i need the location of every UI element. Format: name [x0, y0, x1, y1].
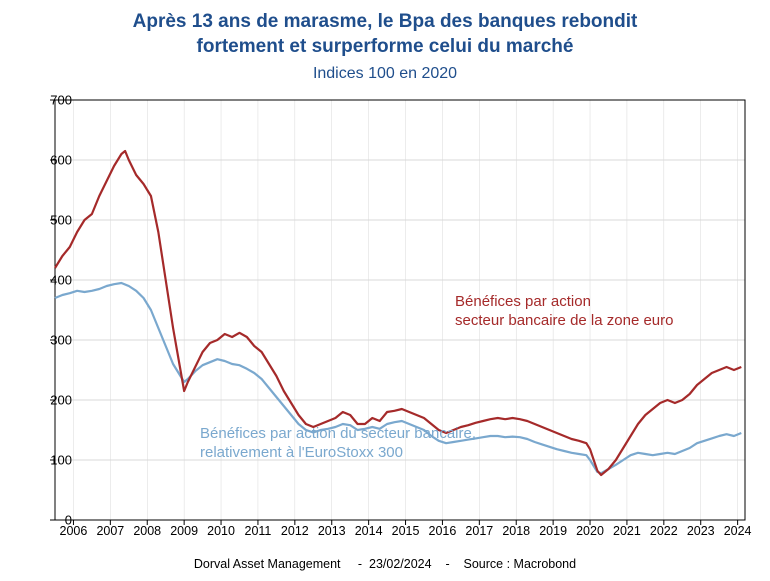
y-tick-label: 400	[32, 273, 72, 288]
footer-org: Dorval Asset Management	[194, 557, 341, 571]
y-tick-label: 700	[32, 93, 72, 108]
x-tick-label: 2021	[613, 524, 641, 538]
footer-date: 23/02/2024	[369, 557, 432, 571]
y-tick-label: 500	[32, 213, 72, 228]
chart-container: Après 13 ans de marasme, le Bpa des banq…	[0, 0, 770, 581]
series-label-banks: Bénéfices par actionsecteur bancaire de …	[455, 293, 673, 331]
x-tick-label: 2023	[687, 524, 715, 538]
x-tick-label: 2016	[429, 524, 457, 538]
x-tick-label: 2013	[318, 524, 346, 538]
footer-source: Source : Macrobond	[464, 557, 577, 571]
y-tick-label: 100	[32, 453, 72, 468]
chart-footer: Dorval Asset Management - 23/02/2024 - S…	[0, 557, 770, 571]
x-tick-label: 2020	[576, 524, 604, 538]
x-tick-label: 2006	[60, 524, 88, 538]
x-tick-label: 2008	[133, 524, 161, 538]
y-tick-label: 600	[32, 153, 72, 168]
x-tick-label: 2010	[207, 524, 235, 538]
plot-svg	[0, 0, 770, 560]
x-tick-label: 2019	[539, 524, 567, 538]
x-tick-label: 2012	[281, 524, 309, 538]
y-tick-label: 200	[32, 393, 72, 408]
x-tick-label: 2007	[96, 524, 124, 538]
x-tick-label: 2014	[355, 524, 383, 538]
x-tick-label: 2015	[392, 524, 420, 538]
x-tick-label: 2011	[244, 524, 271, 538]
x-tick-label: 2017	[465, 524, 493, 538]
x-tick-label: 2024	[724, 524, 752, 538]
series-label-relative: Bénéfices par action du secteur bancaire…	[200, 425, 476, 463]
x-tick-label: 2009	[170, 524, 198, 538]
y-tick-label: 300	[32, 333, 72, 348]
x-tick-label: 2018	[502, 524, 530, 538]
x-tick-label: 2022	[650, 524, 678, 538]
